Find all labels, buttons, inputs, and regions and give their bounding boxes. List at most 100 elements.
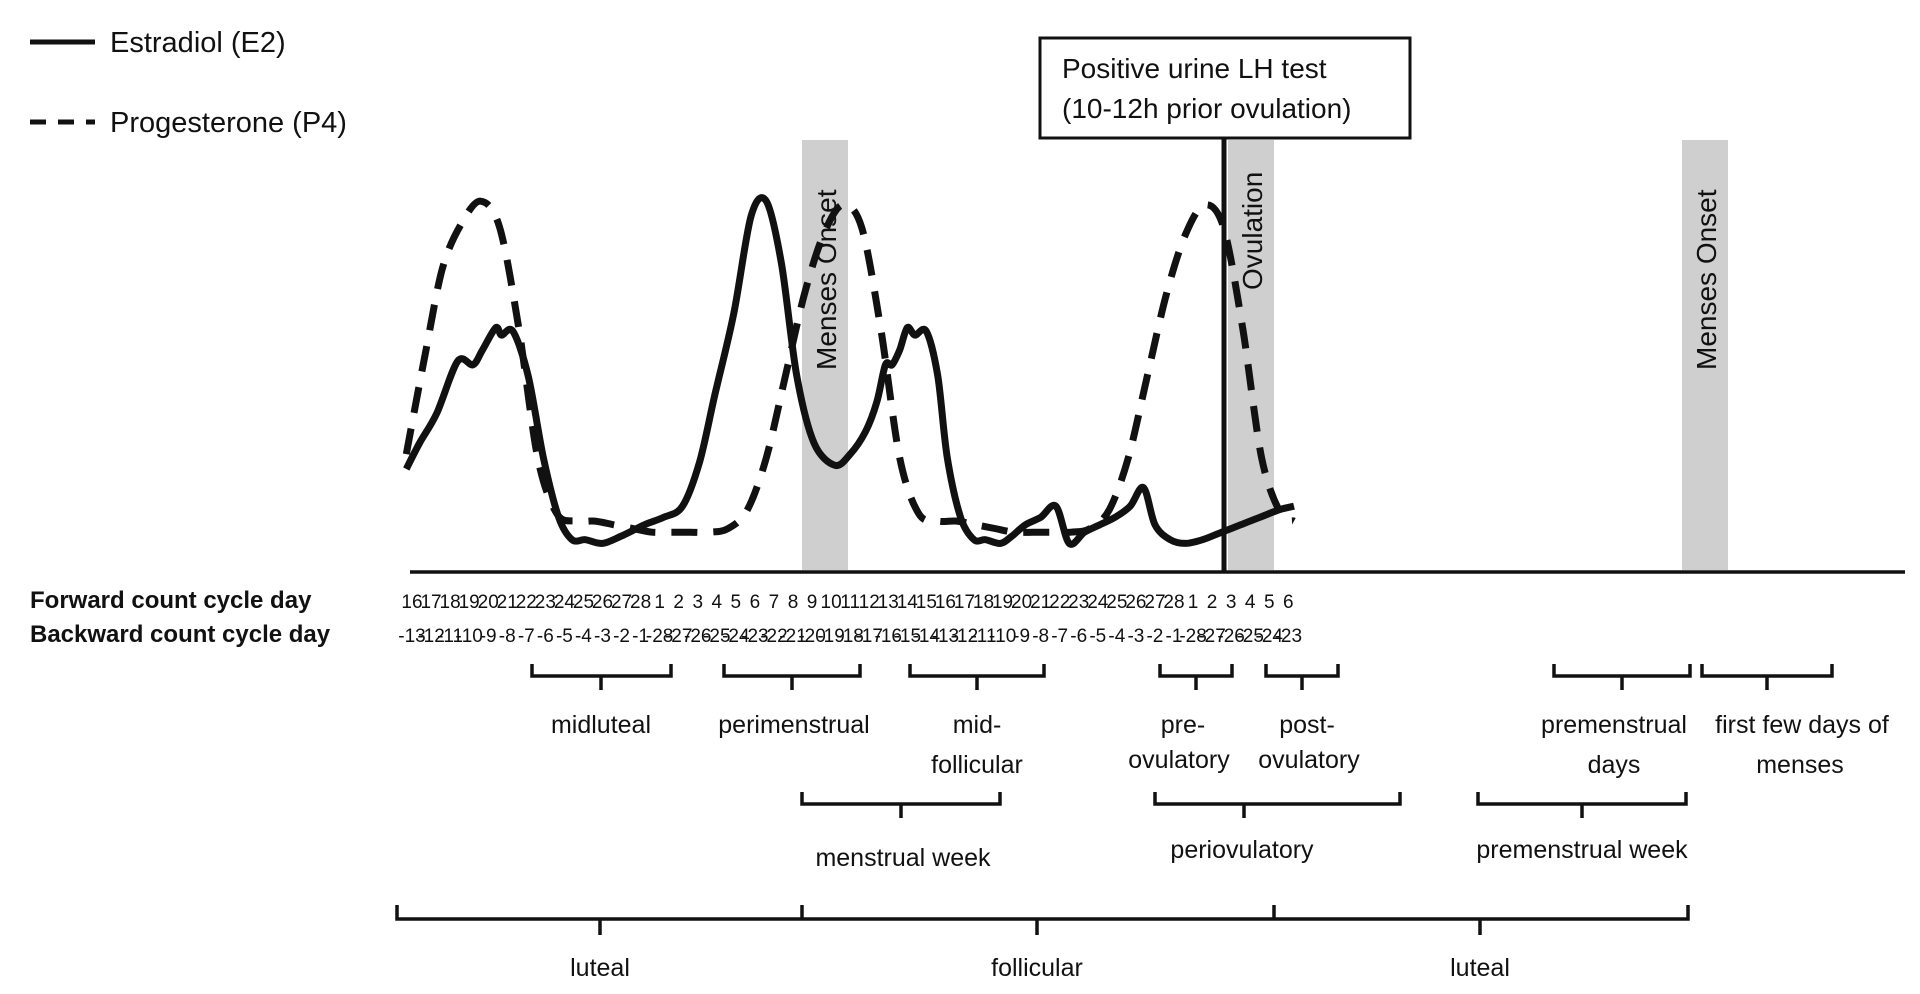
forward-day-4: 20 xyxy=(478,592,499,613)
backward-day-13: -28 xyxy=(646,626,673,647)
forward-count-header: Forward count cycle day xyxy=(30,587,312,614)
menses-onset-label-1: Menses Onset xyxy=(811,189,842,370)
forward-day-0: 16 xyxy=(401,592,422,613)
label-premenstrual-week: premenstrual week xyxy=(1476,836,1688,864)
forward-day-2: 18 xyxy=(440,592,461,613)
callout-box xyxy=(1038,36,1412,140)
forward-day-31: 19 xyxy=(992,592,1013,613)
bracket-major-phases xyxy=(395,905,1690,935)
backward-day-28: -13 xyxy=(932,626,959,647)
backward-day-15: -26 xyxy=(684,626,711,647)
forward-day-24: 12 xyxy=(859,592,880,613)
backward-day-30: -11 xyxy=(970,626,996,647)
forward-day-18: 6 xyxy=(750,592,761,613)
backward-day-18: -23 xyxy=(741,626,768,647)
bracket-midluteal xyxy=(530,664,673,690)
label-luteal-1: luteal xyxy=(570,954,630,982)
backward-day-7: -6 xyxy=(537,626,554,647)
backward-day-39: -2 xyxy=(1146,626,1163,647)
backward-day-11: -2 xyxy=(613,626,630,647)
backward-day-10: -3 xyxy=(594,626,611,647)
forward-day-20: 8 xyxy=(788,592,799,613)
backward-day-3: -10 xyxy=(455,626,482,647)
forward-day-38: 26 xyxy=(1125,592,1146,613)
backward-day-36: -5 xyxy=(1089,626,1106,647)
forward-day-27: 15 xyxy=(916,592,937,613)
forward-day-22: 10 xyxy=(821,592,842,613)
forward-day-44: 4 xyxy=(1245,592,1256,613)
forward-day-19: 7 xyxy=(769,592,780,613)
legend: Estradiol (E2) Progesterone (P4) xyxy=(30,27,347,139)
backward-day-24: -17 xyxy=(855,626,882,647)
forward-day-34: 22 xyxy=(1049,592,1070,613)
forward-day-42: 2 xyxy=(1207,592,1218,613)
backward-day-row: -13-12-11-10-9 -8 -7 -6 -5 -4 -3 -2 -1-28-27-26-… xyxy=(398,626,1302,647)
backward-day-19: -22 xyxy=(760,626,787,647)
label-premenstrual-days-1: premenstrual xyxy=(1541,711,1687,739)
bracket-perimenstrual xyxy=(722,664,862,690)
forward-day-26: 14 xyxy=(897,592,919,613)
backward-day-25: -16 xyxy=(875,626,902,647)
backward-day-0: -13 xyxy=(398,626,425,647)
forward-day-30: 18 xyxy=(973,592,994,613)
forward-day-33: 21 xyxy=(1030,592,1051,613)
forward-day-45: 5 xyxy=(1264,592,1275,613)
menses-onset-label-2: Menses Onset xyxy=(1691,189,1722,370)
forward-day-25: 13 xyxy=(878,592,899,613)
forward-day-8: 24 xyxy=(554,592,576,613)
backward-day-6: -7 xyxy=(518,626,535,647)
callout-line-1: Positive urine LH test xyxy=(1062,53,1327,84)
bracket-post-ovulatory xyxy=(1264,664,1340,690)
forward-day-11: 27 xyxy=(611,592,632,613)
label-premenstrual-days-2: days xyxy=(1588,751,1641,779)
phase-row-2: menstrual week periovulatory premenstrua… xyxy=(800,792,1688,872)
backward-day-42: -27 xyxy=(1198,626,1225,647)
backward-day-41: -28 xyxy=(1179,626,1206,647)
backward-day-23: -18 xyxy=(836,626,863,647)
label-post-ovulatory-1: post- xyxy=(1279,711,1335,739)
forward-day-5: 21 xyxy=(497,592,518,613)
forward-day-6: 22 xyxy=(516,592,537,613)
label-pre-ovulatory-1: pre- xyxy=(1161,711,1205,739)
backward-day-4: -9 xyxy=(480,626,497,647)
backward-day-33: -8 xyxy=(1032,626,1049,647)
forward-day-17: 5 xyxy=(731,592,742,613)
backward-day-38: -3 xyxy=(1127,626,1144,647)
forward-day-36: 24 xyxy=(1087,592,1109,613)
backward-day-46: -23 xyxy=(1275,626,1302,647)
backward-day-8: -5 xyxy=(556,626,573,647)
label-menstrual-week: menstrual week xyxy=(815,844,991,872)
backward-day-12: -1 xyxy=(632,626,649,647)
backward-day-1: -12 xyxy=(417,626,444,647)
forward-day-35: 23 xyxy=(1068,592,1089,613)
bracket-pre-ovulatory xyxy=(1158,664,1234,690)
forward-day-39: 27 xyxy=(1144,592,1165,613)
callout-line-2: (10-12h prior ovulation) xyxy=(1062,93,1352,124)
forward-day-21: 9 xyxy=(807,592,818,613)
backward-day-31: -10 xyxy=(989,626,1016,647)
label-mid-follicular-2: follicular xyxy=(931,751,1023,779)
forward-day-41: 1 xyxy=(1188,592,1199,613)
backward-day-27: -14 xyxy=(913,626,941,647)
ovulation-band xyxy=(1228,140,1274,570)
backward-day-20: -21 xyxy=(779,626,806,647)
menses-onset-band-2 xyxy=(1682,140,1728,570)
backward-day-26: -15 xyxy=(894,626,921,647)
phase-row-3: luteal follicular luteal xyxy=(395,905,1690,982)
backward-day-21: -20 xyxy=(798,626,825,647)
forward-day-3: 19 xyxy=(459,592,480,613)
label-first-few-days-1: first few days of xyxy=(1715,711,1889,739)
backward-day-34: -7 xyxy=(1051,626,1068,647)
forward-day-43: 3 xyxy=(1226,592,1237,613)
bracket-premenstrual-days xyxy=(1552,664,1692,690)
label-periovulatory: periovulatory xyxy=(1170,836,1314,864)
forward-day-15: 3 xyxy=(692,592,703,613)
backward-count-header: Backward count cycle day xyxy=(30,621,331,648)
bracket-periovulatory xyxy=(1153,792,1402,818)
label-pre-ovulatory-2: ovulatory xyxy=(1128,746,1230,774)
forward-day-10: 26 xyxy=(592,592,613,613)
backward-day-37: -4 xyxy=(1108,626,1125,647)
forward-day-40: 28 xyxy=(1163,592,1184,613)
